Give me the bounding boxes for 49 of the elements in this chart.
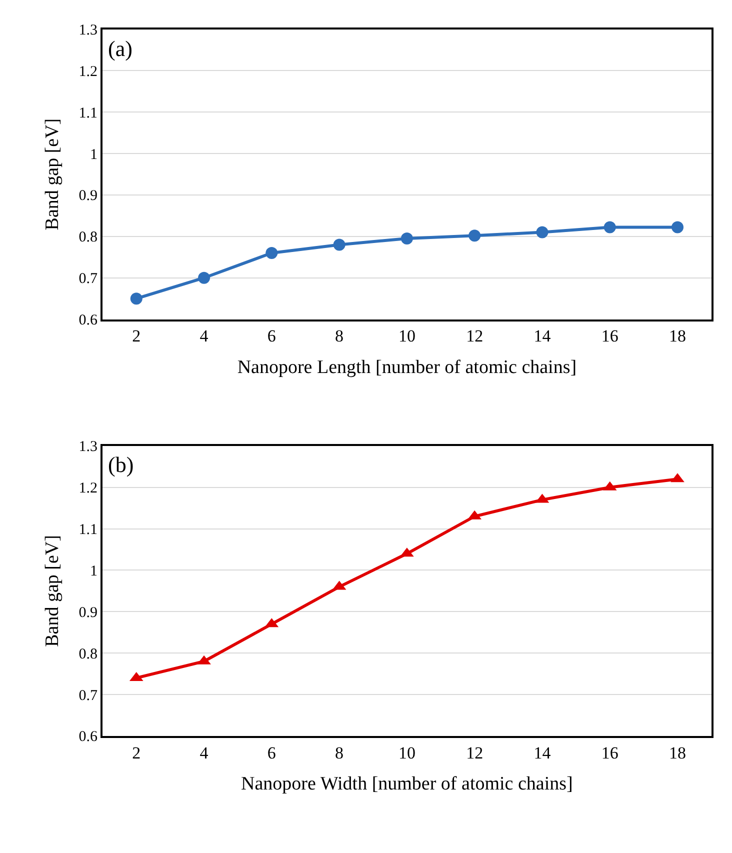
x-tick-label: 4 bbox=[200, 743, 209, 762]
x-tick-label: 10 bbox=[398, 743, 416, 762]
x-tick-label: 10 bbox=[398, 326, 416, 346]
y-tick-label: 1.1 bbox=[78, 105, 98, 122]
x-tick-label: 4 bbox=[200, 326, 209, 346]
point bbox=[604, 221, 616, 234]
x-tick-label: 18 bbox=[669, 326, 686, 346]
point bbox=[672, 221, 684, 234]
y-tick-label: 0.8 bbox=[78, 646, 98, 662]
x-tick-label: 6 bbox=[267, 743, 276, 762]
x-axis-title: Nanopore Length [number of atomic chains] bbox=[237, 356, 577, 378]
x-tick-label: 12 bbox=[466, 743, 484, 762]
y-tick-label: 1.2 bbox=[78, 64, 98, 80]
y-tick-label: 1.3 bbox=[78, 439, 98, 456]
x-tick-label: 14 bbox=[534, 743, 552, 762]
y-tick-label: 0.6 bbox=[78, 729, 98, 746]
y-tick-label: 0.8 bbox=[78, 230, 98, 246]
y-tick-label: 1 bbox=[90, 146, 98, 163]
y-tick-label: 0.9 bbox=[78, 604, 98, 621]
point bbox=[333, 238, 346, 251]
point bbox=[130, 292, 142, 305]
y-axis-title: Band gap [eV] bbox=[42, 535, 64, 647]
annotation: (a) bbox=[108, 36, 132, 61]
y-tick-label: 1 bbox=[90, 563, 98, 580]
y-axis-title: Band gap [eV] bbox=[42, 118, 64, 230]
y-tick-label: 0.7 bbox=[78, 271, 98, 288]
y-tick-label: 0.6 bbox=[78, 312, 98, 329]
x-tick-label: 8 bbox=[335, 326, 344, 346]
x-tick-label: 14 bbox=[534, 326, 552, 346]
x-tick-label: 18 bbox=[669, 743, 686, 762]
point bbox=[536, 226, 548, 238]
annotation: (b) bbox=[108, 452, 134, 477]
point bbox=[468, 230, 481, 242]
x-tick-label: 8 bbox=[335, 743, 344, 762]
x-tick-label: 2 bbox=[132, 326, 141, 346]
x-tick-label: 6 bbox=[267, 326, 276, 346]
point bbox=[400, 232, 413, 244]
point bbox=[266, 246, 278, 259]
y-tick-label: 0.9 bbox=[78, 188, 98, 204]
x-tick-label: 16 bbox=[601, 326, 618, 346]
y-tick-label: 1.3 bbox=[78, 22, 98, 39]
y-tick-label: 1.1 bbox=[78, 522, 98, 538]
y-tick-label: 0.7 bbox=[78, 688, 98, 704]
y-tick-label: 1.2 bbox=[78, 480, 98, 497]
point bbox=[198, 272, 210, 284]
x-axis-title: Nanopore Width [number of atomic chains] bbox=[241, 774, 573, 795]
x-tick-label: 2 bbox=[132, 743, 141, 762]
x-tick-label: 16 bbox=[601, 743, 618, 762]
x-tick-label: 12 bbox=[466, 326, 484, 346]
